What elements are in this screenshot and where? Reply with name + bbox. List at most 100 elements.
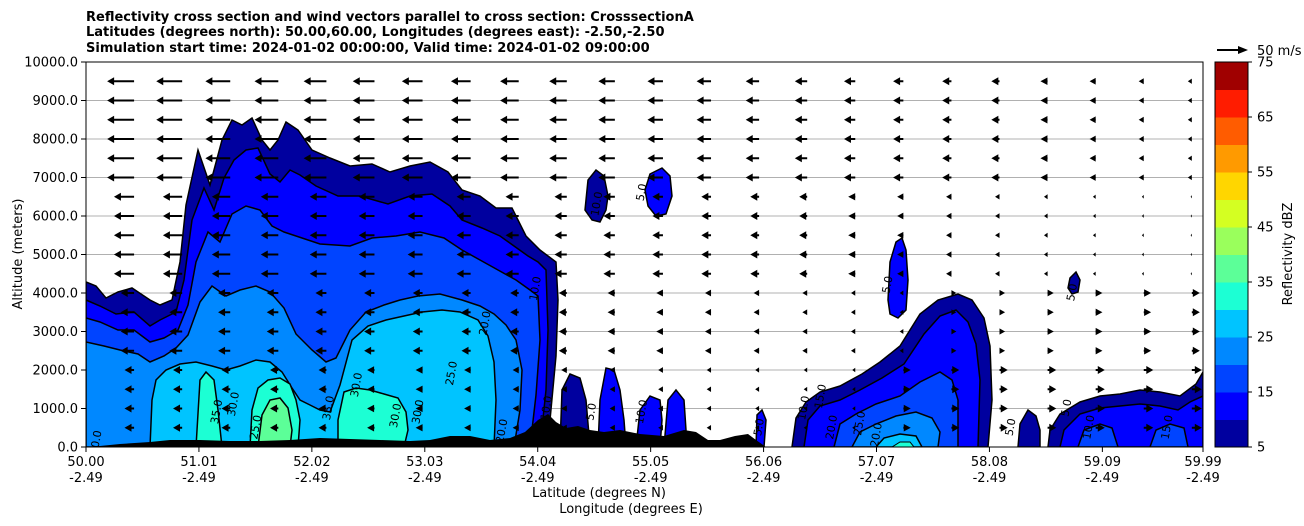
wind-vector — [407, 192, 423, 201]
wind-vector — [598, 135, 615, 143]
wind-vector — [897, 231, 904, 239]
contour-label: 25.0 — [851, 410, 868, 436]
wind-vector — [942, 96, 952, 105]
wind-vector — [156, 77, 183, 86]
wind-vector — [951, 385, 960, 394]
wind-vector — [254, 135, 279, 143]
wind-vector — [899, 309, 904, 315]
wind-vector — [303, 96, 327, 105]
wind-vector — [803, 367, 808, 373]
wind-vector — [794, 135, 808, 143]
wind-vector — [211, 250, 231, 259]
wind-vector — [412, 327, 423, 336]
wind-vector — [802, 347, 808, 354]
wind-vector — [903, 423, 911, 432]
wind-vector — [1191, 385, 1202, 394]
wind-vector — [461, 289, 471, 297]
wind-vector — [999, 289, 1006, 297]
contour-label: 30.0 — [225, 391, 242, 417]
cell-57-2 — [887, 236, 909, 319]
wind-vector — [1089, 135, 1096, 143]
x-tick-label: 51.01 — [180, 455, 217, 470]
wind-vector — [609, 405, 615, 412]
wind-vector — [500, 77, 519, 86]
wind-vector — [173, 366, 183, 374]
wind-vector — [1095, 366, 1105, 374]
wind-vector — [848, 212, 856, 220]
wind-vector — [1187, 117, 1192, 123]
wind-vector — [450, 77, 471, 86]
x-tick-label: 58.08 — [971, 455, 1008, 470]
wind-vector — [124, 366, 135, 374]
wind-vector — [799, 269, 808, 278]
wind-vector — [753, 328, 760, 335]
contour-label: 20.0 — [87, 429, 104, 455]
wind-vector — [72, 347, 86, 355]
contour-label: 10.0 — [588, 191, 605, 217]
title-line-3: Simulation start time: 2024-01-02 00:00:… — [86, 41, 650, 56]
wind-vector — [1095, 289, 1103, 297]
wind-vector — [704, 289, 712, 297]
wind-vector — [794, 96, 808, 105]
wind-vector — [991, 154, 1000, 163]
wind-vector — [205, 154, 231, 163]
wind-vector — [1187, 97, 1192, 104]
wind-vector — [946, 251, 952, 258]
wind-vector — [367, 385, 375, 394]
wind-vector — [1047, 366, 1057, 374]
wind-vectors — [65, 77, 1202, 432]
y-tick-label: 4000.0 — [33, 287, 79, 302]
wind-vector — [156, 154, 183, 163]
wind-vector — [456, 192, 471, 201]
wind-vector — [461, 346, 471, 355]
wind-vector — [656, 308, 663, 316]
wind-vector — [254, 96, 279, 105]
wind-vector — [407, 269, 423, 278]
colorbar-tick-label: 55 — [1257, 166, 1274, 181]
wind-vector — [401, 96, 423, 105]
wind-vector — [803, 406, 808, 411]
wind-vector — [456, 250, 471, 259]
wind-vector — [1143, 423, 1154, 432]
wind-vector — [169, 346, 183, 355]
wind-vector — [802, 309, 808, 316]
wind-vector — [113, 212, 135, 220]
wind-vector — [656, 289, 663, 297]
colorbar-tick-label: 25 — [1257, 331, 1274, 346]
wind-vector — [1191, 308, 1200, 317]
colorbar-frame — [1214, 61, 1249, 448]
wind-vector — [412, 308, 423, 317]
wind-vector — [951, 366, 960, 374]
wind-vector — [1187, 78, 1192, 84]
wind-vector — [750, 212, 760, 220]
wind-vector — [1141, 194, 1144, 199]
wind-vector — [607, 327, 615, 336]
wind-vector — [658, 424, 663, 431]
wind-vector — [266, 289, 279, 297]
wind-vector — [456, 231, 471, 240]
wind-vector — [1047, 423, 1057, 432]
x-tick-label: 52.02 — [293, 455, 330, 470]
wind-vector — [946, 193, 952, 200]
wind-vector — [848, 250, 856, 259]
cell-59-fill-15 — [1077, 423, 1189, 447]
wind-vector — [1040, 116, 1048, 124]
wind-vector — [65, 231, 86, 239]
wind-vector — [899, 290, 904, 296]
wind-vector — [942, 135, 952, 143]
wind-vector — [1187, 174, 1192, 181]
x-axis: 50.00-2.4951.01-2.4952.02-2.4953.03-2.49… — [67, 447, 1222, 486]
wind-vector — [1047, 308, 1054, 316]
wind-vector — [205, 115, 231, 124]
x-tick-label: 50.00 — [67, 455, 104, 470]
wind-vector — [412, 289, 423, 297]
wind-vector — [352, 115, 375, 124]
colorbar-segment — [1215, 199, 1248, 228]
wind-vector — [358, 231, 375, 240]
wind-vector — [266, 327, 279, 336]
wind-vector — [270, 385, 279, 394]
wind-vector — [903, 385, 911, 394]
wind-vector — [745, 173, 760, 182]
wind-vector — [848, 193, 856, 201]
quiver-key-label: 50 m/s — [1257, 44, 1302, 59]
